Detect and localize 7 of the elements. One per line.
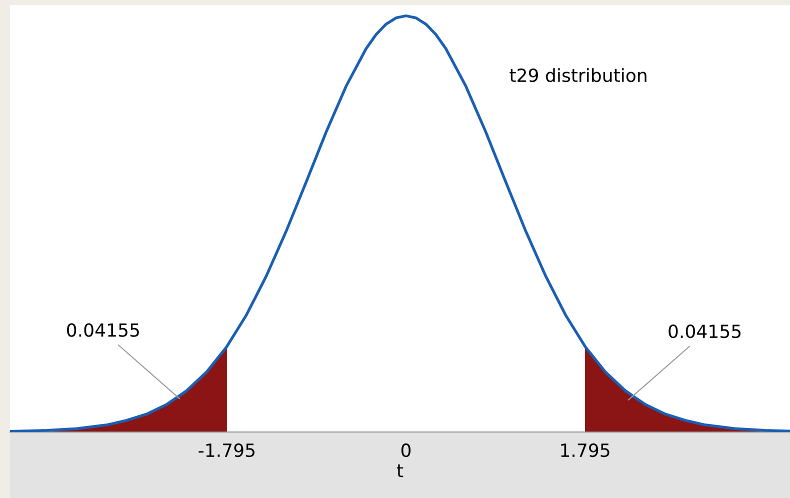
x-tick-label: 1.795 [561, 443, 610, 458]
x-tick-label: 0 [401, 443, 411, 458]
x-tick-label: -1.795 [198, 443, 254, 458]
x-axis-title: t [396, 464, 404, 478]
annotation: t29 distribution [510, 68, 646, 82]
annotation: 0.04155 [668, 324, 741, 338]
annotation: 0.04155 [67, 323, 139, 337]
